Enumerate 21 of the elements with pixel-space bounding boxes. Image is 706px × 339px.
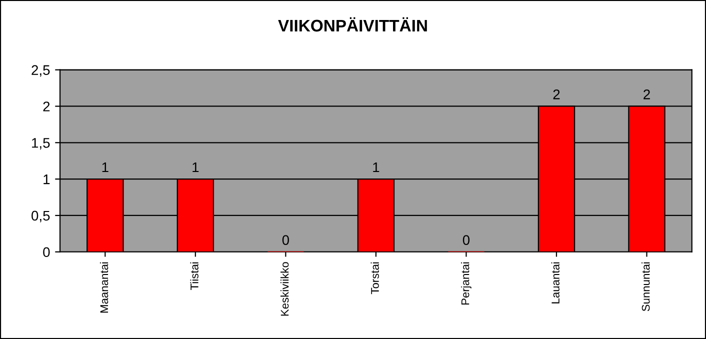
x-tick-label: Tiistai (190, 262, 198, 290)
y-tick-label: 1,5 (32, 138, 50, 150)
x-tick-label: Sunnuntai (642, 262, 650, 312)
y-tick-label: 1 (44, 174, 50, 184)
y-tick-label: 0 (43, 247, 50, 258)
data-label: 0 (462, 235, 470, 245)
data-label: 1 (192, 162, 199, 172)
data-label: 2 (553, 89, 560, 100)
data-label: 0 (282, 235, 289, 245)
chart-title: VIIKONPÄIVITTÄIN (278, 17, 427, 32)
data-label: 2 (644, 89, 650, 100)
x-tick-label: Torstai (370, 262, 379, 294)
data-label: 1 (373, 162, 380, 172)
y-tick-label: 2,5 (32, 65, 50, 77)
y-tick-label: 2 (43, 102, 50, 112)
x-tick-label: Keskiviikko (280, 262, 289, 316)
x-tick-label: Maanantai (100, 262, 108, 313)
data-label: 1 (102, 162, 108, 172)
x-tick-label: Perjantai (461, 262, 472, 305)
x-tick-label: Lauantai (551, 262, 560, 304)
y-tick-label: 0,5 (32, 210, 50, 222)
